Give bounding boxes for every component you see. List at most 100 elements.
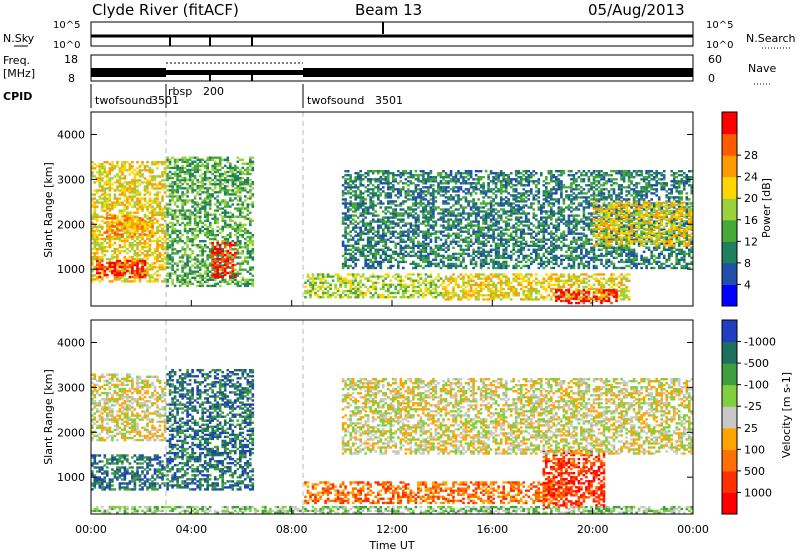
data-cell <box>440 255 443 257</box>
data-cell <box>465 231 468 233</box>
data-cell <box>620 273 623 275</box>
data-cell <box>422 267 425 269</box>
data-cell <box>221 272 224 274</box>
data-cell <box>437 212 440 214</box>
data-cell <box>613 280 616 282</box>
data-cell <box>349 192 352 194</box>
data-cell <box>106 171 109 173</box>
data-cell <box>374 170 377 172</box>
data-cell <box>613 296 616 298</box>
data-cell <box>237 256 240 258</box>
data-cell <box>242 212 245 214</box>
data-cell <box>179 209 182 211</box>
data-cell <box>124 272 127 274</box>
data-cell <box>201 262 204 264</box>
data-cell <box>397 182 400 184</box>
data-cell <box>209 234 212 236</box>
data-cell <box>134 223 137 225</box>
data-cell <box>191 212 194 214</box>
data-cell <box>563 284 566 286</box>
data-cell <box>395 204 398 206</box>
data-cell <box>395 174 398 176</box>
data-cell <box>119 189 122 191</box>
data-cell <box>227 193 230 195</box>
data-cell <box>415 178 418 180</box>
data-cell <box>528 280 531 282</box>
data-cell <box>119 210 122 212</box>
data-cell <box>402 214 405 216</box>
data-cell <box>317 294 320 296</box>
data-cell <box>141 161 144 163</box>
data-cell <box>219 228 222 230</box>
data-cell <box>382 253 385 255</box>
data-cell <box>430 294 433 296</box>
data-cell <box>407 188 410 190</box>
data-cell <box>457 194 460 196</box>
data-cell <box>151 214 154 216</box>
data-cell <box>171 193 174 195</box>
data-cell <box>136 197 139 199</box>
data-cell <box>191 271 194 273</box>
data-cell <box>475 290 478 292</box>
data-cell <box>600 291 603 293</box>
data-cell <box>156 193 159 195</box>
data-cell <box>144 242 147 244</box>
data-cell <box>445 257 448 259</box>
data-cell <box>407 245 410 247</box>
data-cell <box>400 218 403 220</box>
data-cell <box>457 233 460 235</box>
data-cell <box>359 202 362 204</box>
data-cell <box>447 190 450 192</box>
data-cell <box>400 172 403 174</box>
data-cell <box>405 210 408 212</box>
data-cell <box>410 280 413 282</box>
data-cell <box>154 193 157 195</box>
data-cell <box>151 219 154 221</box>
data-cell <box>114 204 117 206</box>
data-cell <box>156 167 159 169</box>
data-cell <box>462 178 465 180</box>
data-cell <box>422 255 425 257</box>
data-cell <box>405 231 408 233</box>
data-cell <box>575 288 578 290</box>
data-cell <box>139 268 142 270</box>
data-cell <box>181 234 184 236</box>
data-cell <box>344 178 347 180</box>
data-cell <box>457 275 460 277</box>
data-cell <box>397 196 400 198</box>
data-cell <box>462 227 465 229</box>
data-cell <box>354 220 357 222</box>
data-cell <box>500 284 503 286</box>
data-cell <box>166 252 169 254</box>
data-cell <box>560 280 563 282</box>
data-cell <box>563 296 566 298</box>
data-cell <box>189 248 192 250</box>
data-cell <box>126 212 129 214</box>
data-cell <box>181 254 184 256</box>
data-cell <box>455 263 458 265</box>
data-cell <box>415 227 418 229</box>
data-cell <box>450 296 453 298</box>
data-cell <box>397 253 400 255</box>
data-cell <box>465 206 468 208</box>
data-cell <box>214 169 217 171</box>
data-cell <box>447 265 450 267</box>
data-cell <box>94 242 97 244</box>
data-cell <box>417 251 420 253</box>
data-cell <box>380 192 383 194</box>
data-cell <box>166 256 169 258</box>
data-cell <box>129 236 132 238</box>
data-cell <box>171 157 174 159</box>
data-cell <box>543 296 546 298</box>
data-cell <box>410 222 413 224</box>
data-cell <box>560 300 563 302</box>
data-cell <box>497 282 500 284</box>
data-cell <box>206 193 209 195</box>
data-cell <box>397 233 400 235</box>
data-cell <box>410 273 413 275</box>
data-cell <box>430 224 433 226</box>
data-cell <box>578 289 581 291</box>
data-cell <box>161 185 164 187</box>
data-cell <box>402 182 405 184</box>
date-title: 05/Aug/2013 <box>588 1 685 19</box>
